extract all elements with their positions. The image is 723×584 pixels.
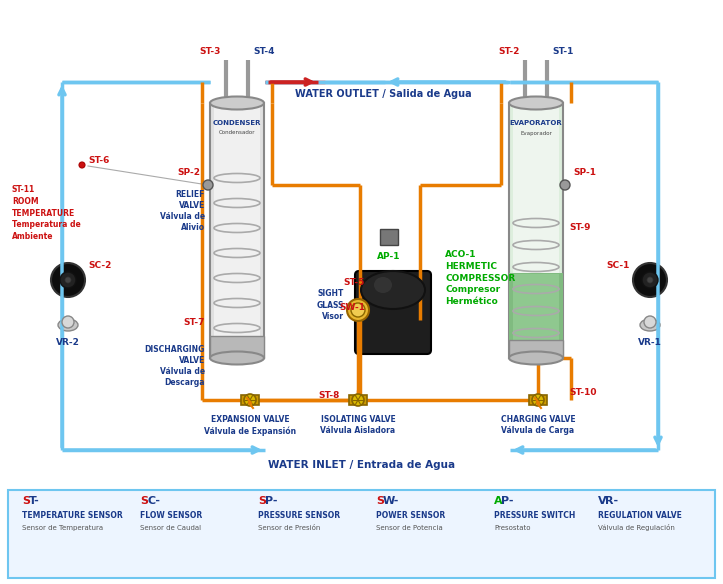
Circle shape: [244, 394, 256, 406]
Bar: [509, 340, 563, 358]
Text: ST-7: ST-7: [184, 318, 205, 327]
Text: CHARGING VALVE
Válvula de Carga: CHARGING VALVE Válvula de Carga: [501, 415, 576, 435]
Text: EXPANSION VALVE
Válvula de Expansión: EXPANSION VALVE Válvula de Expansión: [204, 415, 296, 436]
Text: ST-8: ST-8: [319, 391, 340, 400]
Text: SIGHT
GLASS
Visor: SIGHT GLASS Visor: [317, 290, 344, 321]
Text: REGULATION VALVE: REGULATION VALVE: [598, 511, 682, 520]
Text: WATER OUTLET / Salida de Agua: WATER OUTLET / Salida de Agua: [295, 89, 471, 99]
Text: C-: C-: [147, 496, 160, 506]
Circle shape: [647, 277, 653, 283]
Circle shape: [633, 263, 667, 297]
Text: ST-4: ST-4: [253, 47, 275, 56]
Circle shape: [60, 272, 76, 288]
Text: Sensor de Presión: Sensor de Presión: [258, 525, 320, 531]
Circle shape: [79, 162, 85, 168]
Text: DISCHARGING
VALVE
Válvula de
Descarga: DISCHARGING VALVE Válvula de Descarga: [145, 345, 205, 387]
Circle shape: [62, 316, 74, 328]
Text: V: V: [598, 496, 607, 506]
Text: WATER INLET / Entrada de Agua: WATER INLET / Entrada de Agua: [268, 460, 455, 470]
Text: P-: P-: [501, 496, 513, 506]
Circle shape: [347, 299, 369, 321]
Text: SC-1: SC-1: [607, 261, 630, 270]
Circle shape: [352, 394, 364, 406]
Text: Evaporador: Evaporador: [520, 130, 552, 135]
Text: ST-9: ST-9: [569, 223, 591, 232]
Text: S: S: [258, 496, 266, 506]
Text: ST-5: ST-5: [343, 278, 365, 287]
Text: Sensor de Caudal: Sensor de Caudal: [140, 525, 201, 531]
Ellipse shape: [210, 352, 264, 364]
Circle shape: [203, 180, 213, 190]
Text: Sensor de Potencia: Sensor de Potencia: [376, 525, 442, 531]
Text: T-: T-: [29, 496, 40, 506]
Ellipse shape: [374, 277, 392, 293]
Ellipse shape: [58, 319, 78, 331]
Text: SC-2: SC-2: [88, 261, 111, 270]
Bar: [210, 103, 264, 358]
Text: SP-1: SP-1: [573, 168, 596, 177]
Ellipse shape: [509, 352, 563, 364]
Text: S: S: [140, 496, 148, 506]
Text: ST-6: ST-6: [88, 156, 109, 165]
Text: ACO-1
HERMETIC
COMPRESSOR
Compresor
Hermético: ACO-1 HERMETIC COMPRESSOR Compresor Herm…: [445, 250, 515, 306]
Text: VR-1: VR-1: [638, 338, 662, 347]
Bar: [513, 107, 559, 354]
Text: SW-1: SW-1: [339, 303, 365, 312]
Text: CONDENSER: CONDENSER: [213, 120, 261, 126]
Bar: [214, 107, 260, 354]
Bar: [241, 395, 259, 405]
Bar: [509, 273, 563, 358]
Bar: [8, 490, 715, 578]
Text: PRESSURE SENSOR: PRESSURE SENSOR: [258, 511, 340, 520]
Text: P-: P-: [265, 496, 278, 506]
Bar: [380, 229, 398, 245]
Text: SP-2: SP-2: [177, 168, 200, 177]
Text: EVAPORATOR: EVAPORATOR: [510, 120, 562, 126]
Text: ST-2: ST-2: [499, 47, 520, 56]
Circle shape: [560, 180, 570, 190]
Text: ST-1: ST-1: [552, 47, 573, 56]
Text: S: S: [22, 496, 30, 506]
Text: S: S: [376, 496, 384, 506]
Circle shape: [351, 303, 365, 317]
FancyBboxPatch shape: [355, 271, 431, 354]
Circle shape: [51, 263, 85, 297]
Text: TEMPERATURE SENSOR: TEMPERATURE SENSOR: [22, 511, 123, 520]
Text: RELIEF
VALVE
Válvula de
Alivio: RELIEF VALVE Válvula de Alivio: [160, 190, 205, 232]
Text: Sensor de Temperatura: Sensor de Temperatura: [22, 525, 103, 531]
Text: R-: R-: [605, 496, 618, 506]
Text: POWER SENSOR: POWER SENSOR: [376, 511, 445, 520]
Text: FLOW SENSOR: FLOW SENSOR: [140, 511, 202, 520]
Text: W-: W-: [383, 496, 399, 506]
Circle shape: [642, 272, 658, 288]
Text: Condensador: Condensador: [219, 130, 255, 135]
Ellipse shape: [210, 96, 264, 110]
Bar: [509, 103, 563, 358]
Bar: [210, 336, 264, 358]
Text: Presostato: Presostato: [494, 525, 531, 531]
Circle shape: [65, 277, 71, 283]
Circle shape: [532, 394, 544, 406]
Text: ISOLATING VALVE
Válvula Aisladora: ISOLATING VALVE Válvula Aisladora: [320, 415, 395, 435]
Ellipse shape: [509, 96, 563, 110]
Circle shape: [644, 316, 656, 328]
Ellipse shape: [640, 319, 660, 331]
Bar: [529, 395, 547, 405]
Text: AP-1: AP-1: [377, 252, 401, 261]
Text: ST-3: ST-3: [200, 47, 221, 56]
Text: ST-11
ROOM
TEMPERATURE
Temperatura de
Ambiente: ST-11 ROOM TEMPERATURE Temperatura de Am…: [12, 185, 81, 241]
Bar: [349, 395, 367, 405]
Text: Válvula de Regulación: Válvula de Regulación: [598, 524, 675, 531]
Bar: [513, 274, 559, 354]
Text: ST-10: ST-10: [569, 388, 596, 397]
Ellipse shape: [361, 271, 425, 309]
Text: PRESSURE SWITCH: PRESSURE SWITCH: [494, 511, 576, 520]
Text: A: A: [494, 496, 502, 506]
Text: VR-2: VR-2: [56, 338, 80, 347]
